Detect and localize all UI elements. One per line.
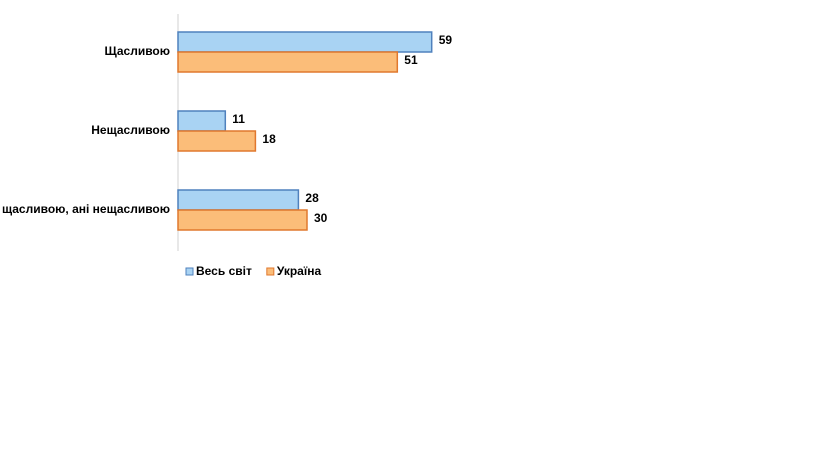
bar xyxy=(177,209,308,231)
bar xyxy=(177,110,227,132)
bar xyxy=(177,51,399,73)
bar xyxy=(177,189,300,211)
category-label: Нещасливою xyxy=(91,123,170,137)
value-label: 51 xyxy=(404,53,418,67)
bar xyxy=(177,31,433,53)
value-label: 59 xyxy=(439,33,453,47)
value-label: 30 xyxy=(314,211,328,225)
legend-label: Україна xyxy=(277,264,322,278)
value-label: 28 xyxy=(305,191,319,205)
value-label: 11 xyxy=(232,112,245,126)
category-label: Ані щасливою, ані нещасливою xyxy=(0,202,170,216)
legend-swatch xyxy=(185,267,194,276)
bar xyxy=(177,130,257,152)
value-label: 18 xyxy=(262,132,276,146)
category-label: Щасливою xyxy=(104,44,170,58)
legend-swatch xyxy=(266,267,275,276)
legend-label: Весь світ xyxy=(196,264,252,278)
